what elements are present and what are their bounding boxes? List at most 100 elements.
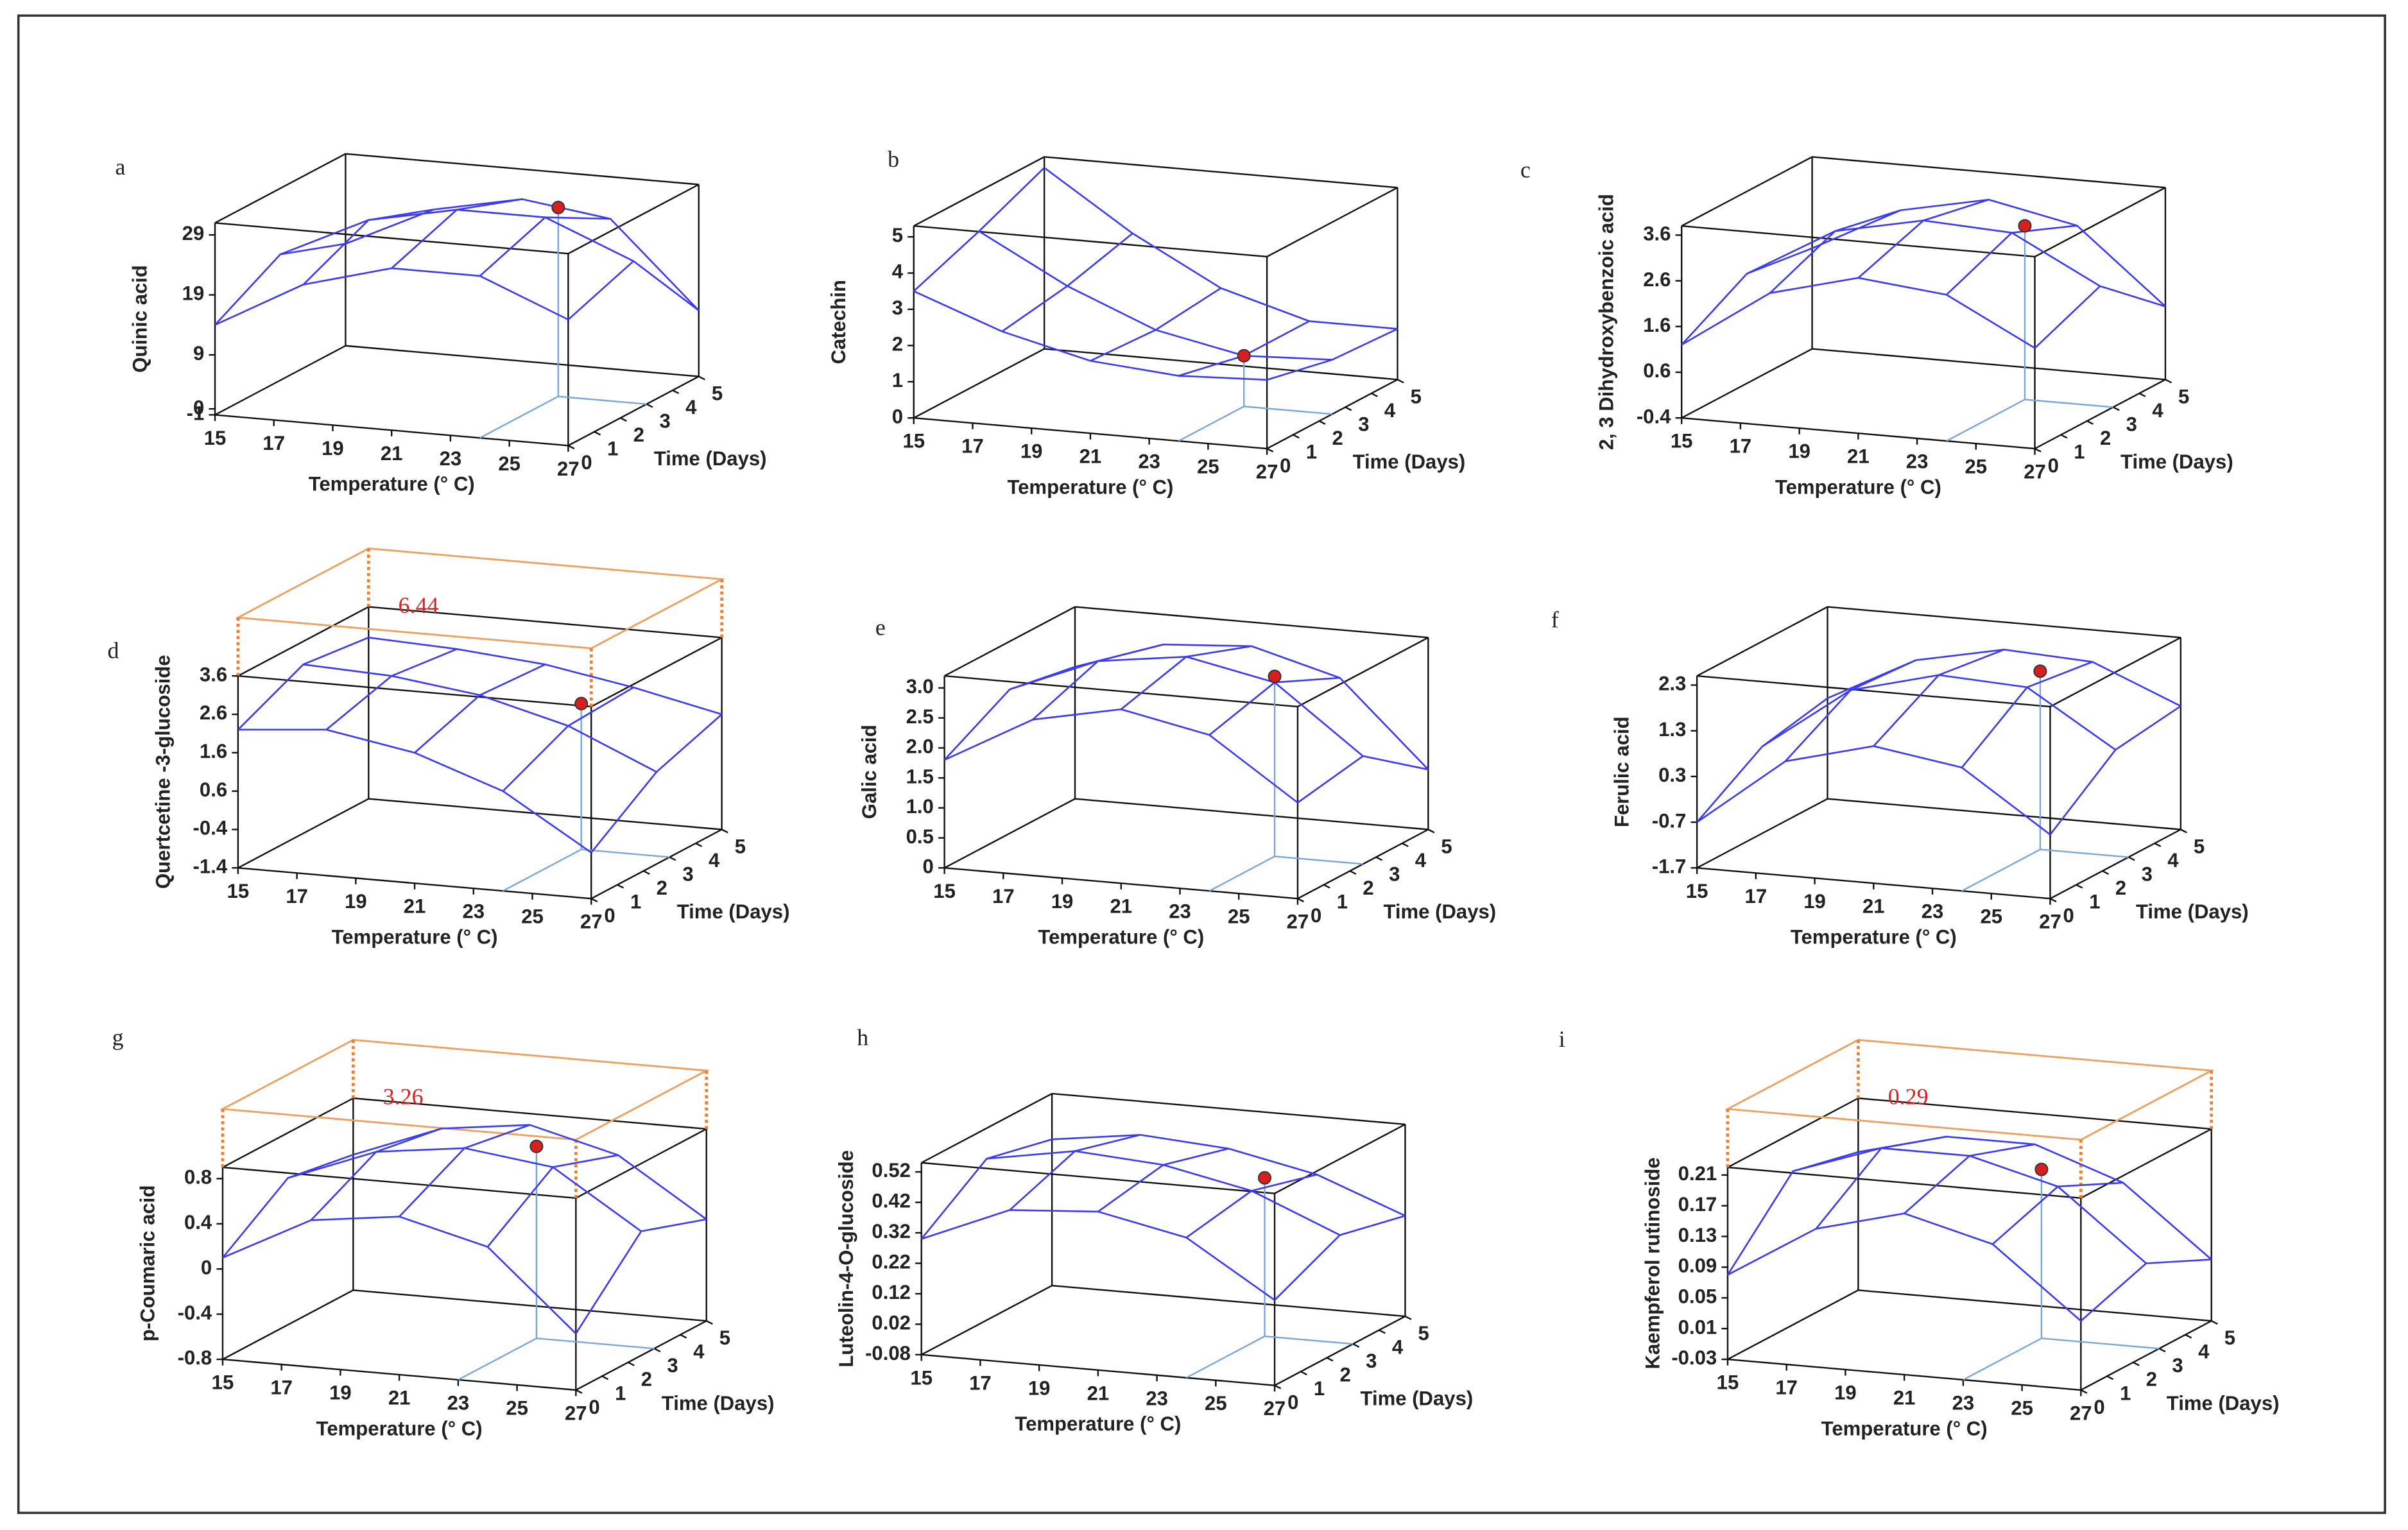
- box-edge: [353, 1289, 707, 1322]
- optimum-point: [2034, 1162, 2049, 1176]
- optimum-floor: [1178, 406, 1332, 442]
- y-tick: [1345, 406, 1352, 411]
- y-tick-label: 3: [1366, 1350, 1377, 1372]
- x-tick-label: 23: [1906, 451, 1929, 473]
- box-edge: [368, 606, 722, 639]
- y-tick-label: 2: [1363, 877, 1373, 899]
- box-edge: [1727, 1166, 2081, 1199]
- x-tick-label: 27: [565, 1402, 587, 1424]
- box-edge: [1696, 798, 1828, 869]
- y-tick-label: 1: [2120, 1382, 2131, 1404]
- y-tick: [2211, 1320, 2218, 1325]
- z-tick-label: 2: [892, 333, 903, 356]
- y-axis-title: Time (Days): [1383, 900, 1496, 923]
- mesh-line: [575, 1218, 707, 1334]
- mesh-line: [1274, 1215, 1406, 1301]
- optimum-floor: [1208, 855, 1363, 892]
- x-tick-label: 15: [212, 1371, 234, 1394]
- x-tick-label: 27: [1256, 461, 1278, 483]
- box-edge: [2034, 379, 2166, 450]
- z-tick-label: 0.01: [1678, 1316, 1717, 1338]
- box-edge: [944, 606, 1076, 677]
- z-tick-label: -0.4: [1637, 405, 1671, 427]
- z-tick-label: 0.32: [872, 1220, 911, 1242]
- box-edge: [345, 153, 699, 185]
- box-edge: [1681, 156, 1813, 227]
- x-tick-label: 23: [440, 447, 462, 470]
- y-tick: [2154, 842, 2162, 847]
- x-axis-title: Temperature (° C): [316, 1417, 483, 1440]
- optimum-point: [1268, 669, 1282, 683]
- z-tick-label: 0: [193, 396, 204, 418]
- mesh-line: [1185, 1173, 1318, 1239]
- optimum-floor: [458, 1337, 655, 1380]
- y-tick-label: 0: [589, 1396, 599, 1418]
- box-edge: [1266, 187, 1398, 258]
- y-tick-label: 3: [667, 1354, 678, 1377]
- y-tick: [1352, 1343, 1360, 1348]
- x-tick-label: 23: [447, 1391, 470, 1414]
- panel-letter: a: [115, 154, 125, 180]
- x-tick-label: 19: [1834, 1381, 1857, 1404]
- mesh-line: [2080, 1259, 2212, 1322]
- box-edge: [2080, 1320, 2212, 1391]
- mesh-line: [391, 198, 522, 269]
- y-tick: [646, 403, 653, 408]
- box-edge: [913, 348, 1045, 419]
- x-axis-title: Temperature (° C): [1038, 926, 1204, 949]
- y-tick: [2128, 856, 2135, 861]
- box-edge: [1697, 675, 2051, 708]
- mesh-line: [310, 1128, 442, 1221]
- y-tick-label: 4: [685, 396, 697, 418]
- mesh-line: [302, 209, 434, 286]
- mesh-line: [1009, 1133, 1141, 1211]
- mesh-line: [913, 167, 1045, 292]
- mesh-line: [1120, 645, 1252, 710]
- y-tick: [601, 1375, 609, 1380]
- mesh-line: [399, 1124, 530, 1217]
- y-tick-label: 1: [2074, 440, 2085, 463]
- mesh-line: [1297, 755, 1429, 804]
- panel: c-0.40.61.62.63.615 17 19 21 23 25 27 0123452, …: [1520, 156, 2233, 499]
- y-tick-label: 3: [1358, 413, 1369, 435]
- y-tick-label: 1: [2089, 891, 2100, 913]
- mesh-line: [1858, 1135, 2212, 1260]
- mesh-line: [921, 1209, 1275, 1301]
- mesh-line: [237, 728, 592, 854]
- mesh-line: [1266, 328, 1398, 381]
- y-axis-title: Time (Days): [654, 447, 767, 470]
- optimum-point: [551, 200, 565, 214]
- x-tick-label: 15: [933, 880, 956, 902]
- y-tick: [1371, 392, 1378, 397]
- x-tick-label: 15: [1717, 1371, 1739, 1394]
- x-tick-label: 27: [557, 458, 580, 480]
- y-tick-label: 2: [641, 1368, 652, 1391]
- y-tick: [1349, 870, 1357, 875]
- box-edge: [921, 1285, 1053, 1355]
- mesh-line: [1815, 1135, 1947, 1230]
- y-tick: [1379, 1329, 1386, 1334]
- mesh-line: [1032, 643, 1164, 721]
- z-tick-label: 2.5: [906, 705, 934, 728]
- x-tick-label: 25: [2011, 1397, 2033, 1419]
- x-tick-label: 21: [381, 442, 403, 465]
- mesh-line: [1681, 277, 2036, 349]
- optimum-floor: [1961, 848, 2129, 892]
- mesh-line: [920, 1139, 1053, 1240]
- box-edge: [237, 606, 369, 677]
- panel: e00.51.01.52.02.53.015 17 19 21 23 25 27 012345…: [858, 606, 1496, 949]
- y-tick: [1397, 379, 1404, 384]
- mesh-line: [1696, 697, 1828, 823]
- y-tick-label: 1: [1314, 1377, 1325, 1400]
- z-tick-label: 0.02: [872, 1312, 911, 1334]
- z-tick-label: 0: [201, 1256, 212, 1278]
- x-tick-label: 25: [1980, 906, 2002, 928]
- z-tick-label: -0.8: [178, 1346, 212, 1369]
- box-edge: [1074, 798, 1429, 830]
- z-tick-label: -1: [187, 402, 205, 425]
- x-axis-title: Temperature (° C): [1791, 926, 1957, 949]
- y-tick: [2102, 870, 2109, 875]
- mesh-line: [486, 1154, 619, 1248]
- x-tick-label: 25: [1197, 456, 1219, 478]
